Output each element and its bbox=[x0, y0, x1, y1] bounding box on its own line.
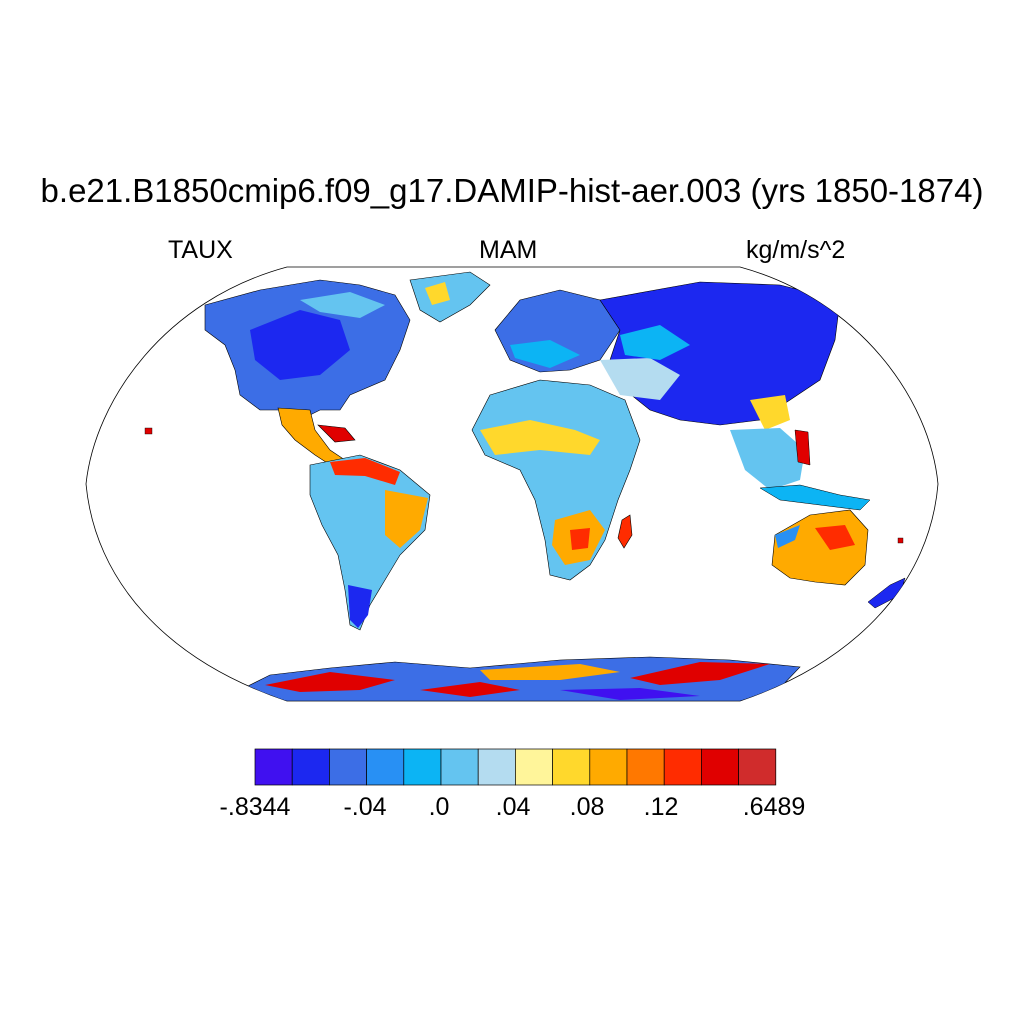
colorbar-swatch bbox=[254, 748, 293, 786]
units-label: kg/m/s^2 bbox=[746, 236, 846, 264]
colorbar-swatch bbox=[552, 748, 591, 786]
colorbar-tick-label: .12 bbox=[643, 793, 679, 821]
greenland-warm bbox=[425, 282, 450, 305]
pacific-island bbox=[897, 537, 904, 544]
north-america-interior bbox=[250, 310, 350, 380]
colorbar-swatch bbox=[515, 748, 553, 786]
africa-sahel bbox=[480, 420, 600, 455]
south-america-hot bbox=[330, 458, 400, 485]
south-america-east bbox=[385, 490, 428, 548]
plot-title: b.e21.B1850cmip6.f09_g17.DAMIP-hist-aer.… bbox=[40, 172, 984, 209]
colorbar-tick-label: .08 bbox=[569, 793, 605, 821]
colorbar-tick-label: -.8344 bbox=[219, 793, 291, 821]
greenland-land bbox=[409, 271, 491, 323]
colorbar-tick-label: .0 bbox=[428, 793, 450, 821]
antarctica-cold bbox=[560, 688, 700, 700]
indonesia-land bbox=[759, 484, 871, 511]
asia-east-warm bbox=[750, 395, 790, 430]
colorbar-swatch bbox=[738, 748, 777, 786]
australia-coast bbox=[775, 525, 800, 548]
new-zealand-land bbox=[867, 577, 906, 609]
antarctica-hot-west bbox=[265, 672, 395, 692]
variable-label: TAUX bbox=[168, 236, 233, 264]
philippines-hot bbox=[794, 429, 811, 466]
colorbar-tick-label: .04 bbox=[495, 793, 531, 821]
caribbean-land bbox=[317, 424, 356, 443]
colorbar-swatch bbox=[403, 748, 442, 786]
colorbar-swatch bbox=[701, 748, 739, 786]
south-america-patagonia bbox=[348, 585, 372, 628]
colorbar-swatch bbox=[589, 748, 628, 786]
colorbar-swatch bbox=[626, 748, 665, 786]
colorbar-swatch bbox=[663, 748, 702, 786]
asia-south-light bbox=[730, 428, 805, 490]
australia-hot bbox=[815, 525, 855, 550]
antarctica-warm bbox=[480, 664, 620, 680]
madagascar-land bbox=[617, 514, 633, 549]
colorbar-swatch bbox=[440, 748, 479, 786]
north-america-light bbox=[300, 292, 385, 318]
colorbar-swatch bbox=[291, 748, 330, 786]
africa-south-hot bbox=[570, 528, 590, 550]
season-label: MAM bbox=[479, 236, 538, 264]
colorbar-swatch bbox=[366, 748, 405, 786]
asia-west-light bbox=[620, 325, 690, 360]
europe-light bbox=[510, 340, 580, 368]
colorbar-tick-label: -.04 bbox=[343, 793, 387, 821]
antarctica-hot-center bbox=[420, 682, 520, 697]
hawaii-island bbox=[144, 427, 153, 435]
asia-middle-east bbox=[600, 358, 680, 400]
colorbar-swatch bbox=[477, 748, 516, 786]
colorbar-tick-label: .6489 bbox=[742, 793, 806, 821]
antarctica-hot-east bbox=[630, 662, 770, 685]
colorbar-swatch bbox=[329, 748, 367, 786]
